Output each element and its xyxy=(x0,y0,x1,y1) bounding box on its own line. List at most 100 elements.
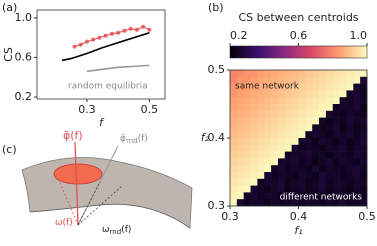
heatmap-cell xyxy=(353,199,361,207)
heatmap-cell xyxy=(257,192,265,200)
omega-rnd-label: ωrnd(f) xyxy=(102,225,131,237)
heatmap-cell xyxy=(271,165,279,173)
heatmap-cell xyxy=(271,70,279,78)
heatmap-cell xyxy=(264,158,272,166)
heatmap-cell xyxy=(360,70,368,78)
heatmap-cell xyxy=(360,110,368,118)
heatmap-cell xyxy=(298,90,306,98)
heatmap-cell xyxy=(312,178,320,186)
phi-symbol: φ̄ xyxy=(63,129,70,142)
heatmap-cell xyxy=(250,172,258,180)
heatmap-cell xyxy=(298,83,306,91)
x-tick-label: 0.4 xyxy=(290,210,308,223)
heatmap-cell xyxy=(298,178,306,186)
heatmap-cell xyxy=(298,144,306,152)
heatmap-cell xyxy=(250,70,258,78)
heatmap-cell xyxy=(305,124,313,132)
heatmap-cell xyxy=(230,110,238,118)
diagram: φ̄(f) φ̄rnd(f) ω(f) ωrnd(f) xyxy=(21,129,193,237)
heatmap-cell xyxy=(298,199,306,207)
heatmap-cell xyxy=(353,151,361,159)
heatmap-cell xyxy=(332,151,340,159)
x-axis-label: f xyxy=(99,116,105,129)
omega-rnd-sub: rnd xyxy=(110,228,122,236)
heatmap-cell xyxy=(250,90,258,98)
heatmap-cell xyxy=(291,151,299,159)
heatmap-cell xyxy=(264,144,272,152)
heatmap-cell xyxy=(250,131,258,139)
heatmap-cell xyxy=(305,158,313,166)
heatmap-cell xyxy=(236,158,244,166)
heatmap-cell xyxy=(298,97,306,105)
heatmap-cell xyxy=(230,172,238,180)
heatmap-cell xyxy=(257,165,265,173)
heatmap-cell xyxy=(305,83,313,91)
heatmap-cell xyxy=(257,97,265,105)
heatmap-cell xyxy=(230,158,238,166)
heatmap-cell xyxy=(243,83,251,91)
heatmap-cell xyxy=(236,138,244,146)
heatmap-cell xyxy=(250,192,258,200)
heatmap-cell xyxy=(319,76,327,84)
heatmap-cell xyxy=(271,178,279,186)
heatmap-cell xyxy=(346,138,354,146)
heatmap-cell xyxy=(312,172,320,180)
omega-rnd-ray xyxy=(77,185,123,226)
heatmap-cell xyxy=(284,185,292,193)
heatmap-cell xyxy=(325,104,334,112)
point xyxy=(122,28,127,33)
heatmap-cell xyxy=(298,70,306,78)
heatmap-cell xyxy=(271,185,279,193)
heatmap-cell xyxy=(319,117,327,125)
heatmap-cell xyxy=(271,158,279,166)
x-tick-label: 0.5 xyxy=(141,103,159,116)
heatmap-cell xyxy=(312,76,320,84)
heatmap-cell xyxy=(312,97,320,105)
heatmap-cell xyxy=(284,178,292,186)
heatmap-cell xyxy=(250,158,258,166)
heatmap-cell xyxy=(236,124,244,132)
heatmap-cell xyxy=(236,185,244,193)
heatmap-cell xyxy=(346,178,354,186)
heatmap-cell xyxy=(271,151,279,159)
heatmap-cell xyxy=(284,138,292,146)
heatmap-cell xyxy=(284,158,292,166)
heatmap-cell xyxy=(284,172,292,180)
heatmap-cell xyxy=(250,144,258,152)
heatmap-cell xyxy=(319,70,327,78)
heatmap-cell xyxy=(230,76,238,84)
heatmap-cell xyxy=(305,172,313,180)
heatmap-cell xyxy=(277,76,286,84)
heatmap-cell xyxy=(291,178,299,186)
heatmap-cell xyxy=(250,124,258,132)
heatmap-cell xyxy=(360,185,368,193)
x-axis-label: f₁ xyxy=(294,224,302,237)
heatmap-cell xyxy=(319,151,327,159)
heatmap-cell xyxy=(257,117,265,125)
heatmap-cell xyxy=(332,172,340,180)
heatmap-cell xyxy=(319,90,327,98)
heatmap-cell xyxy=(271,83,279,91)
heatmap-cell xyxy=(277,192,286,200)
heatmap-cell xyxy=(339,185,347,193)
heatmap-cell xyxy=(257,178,265,186)
heatmap-cell xyxy=(243,199,251,207)
heatmap-cell xyxy=(230,83,238,91)
heatmap-cell xyxy=(325,97,334,105)
heatmap-cell xyxy=(230,178,238,186)
heatmap-cell xyxy=(360,172,368,180)
heatmap-cell xyxy=(339,97,347,105)
heatmap-cell xyxy=(277,117,286,125)
point xyxy=(141,24,146,29)
heatmap-cell xyxy=(339,117,347,125)
heatmap-cell xyxy=(312,138,320,146)
heatmap-cell xyxy=(277,165,286,173)
heatmap-cell xyxy=(264,131,272,139)
heatmap-cell xyxy=(284,70,292,78)
heatmap-cell xyxy=(291,144,299,152)
heatmap-cell xyxy=(284,124,292,132)
y-tick-label: 0.6 xyxy=(15,50,33,63)
heatmap-cell xyxy=(360,76,368,84)
heatmap-cell xyxy=(277,144,286,152)
